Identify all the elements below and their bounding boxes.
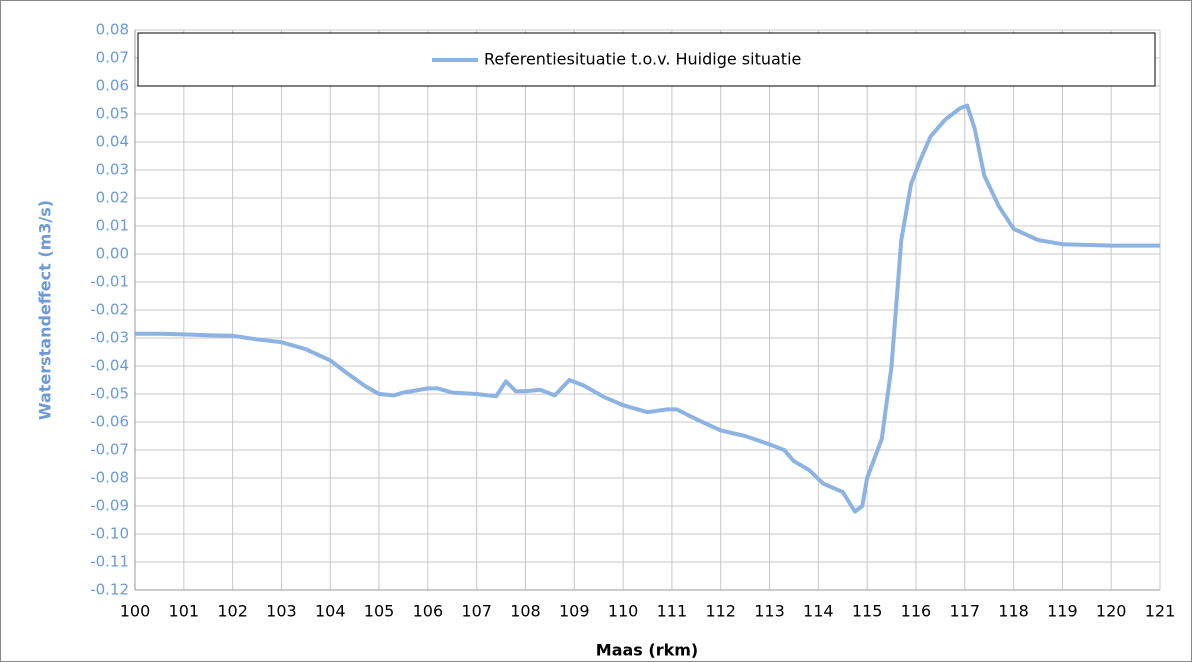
x-tick-label: 116 — [901, 602, 932, 621]
y-tick-label: -0.10 — [90, 525, 129, 543]
data-line — [135, 103, 1160, 514]
y-tick-label: 0.01 — [96, 217, 129, 235]
x-tick-label: 120 — [1096, 602, 1127, 621]
x-tick-label: 105 — [364, 602, 395, 621]
y-tick-label: -0.05 — [90, 385, 129, 403]
y-tick-label: -0.04 — [90, 357, 129, 375]
y-tick-label: -0.09 — [90, 497, 129, 515]
x-tick-label: 118 — [998, 602, 1029, 621]
y-tick-label: -0.08 — [90, 469, 129, 487]
x-tick-label: 110 — [608, 602, 639, 621]
x-tick-label: 104 — [315, 602, 346, 621]
y-tick-label: 0.06 — [96, 77, 129, 95]
y-tick-label: 0.08 — [96, 21, 129, 39]
x-axis-label: Maas (rkm) — [596, 641, 698, 660]
x-tick-label: 103 — [266, 602, 297, 621]
legend-label: Referentiesituatie t.o.v. Huidige situat… — [484, 50, 801, 69]
x-tick-label: 121 — [1145, 602, 1176, 621]
y-tick-label: -0.07 — [90, 441, 129, 459]
y-tick-label: -0.03 — [90, 329, 129, 347]
y-tick-label: 0.03 — [96, 161, 129, 179]
x-tick-label: 108 — [510, 602, 541, 621]
x-tick-label: 100 — [120, 602, 151, 621]
x-tick-label: 102 — [217, 602, 248, 621]
legend-box — [137, 32, 1156, 87]
y-tick-label: -0.11 — [90, 553, 129, 571]
y-tick-label: -0.01 — [90, 273, 129, 291]
y-tick-label: -0.12 — [90, 581, 129, 599]
y-tick-label: 0.04 — [96, 133, 129, 151]
x-tick-label: 112 — [705, 602, 736, 621]
x-tick-label: 115 — [852, 602, 883, 621]
x-tick-label: 106 — [413, 602, 444, 621]
x-tick-label: 111 — [657, 602, 688, 621]
y-tick-label: 0.07 — [96, 49, 129, 67]
y-tick-label: -0.02 — [90, 301, 129, 319]
y-tick-label: 0.00 — [96, 245, 129, 263]
y-axis-label: Waterstandeffect (m3/s) — [36, 200, 55, 420]
x-tick-label: 113 — [754, 602, 785, 621]
grid — [134, 29, 1161, 591]
x-tick-label: 101 — [169, 602, 200, 621]
y-tick-label: -0.06 — [90, 413, 129, 431]
x-tick-label: 109 — [559, 602, 590, 621]
x-tick-label: 117 — [949, 602, 980, 621]
y-tick-label: 0.05 — [96, 105, 129, 123]
x-tick-label: 114 — [803, 602, 834, 621]
x-tick-label: 107 — [461, 602, 492, 621]
y-tick-label: 0.02 — [96, 189, 129, 207]
x-tick-label: 119 — [1047, 602, 1078, 621]
